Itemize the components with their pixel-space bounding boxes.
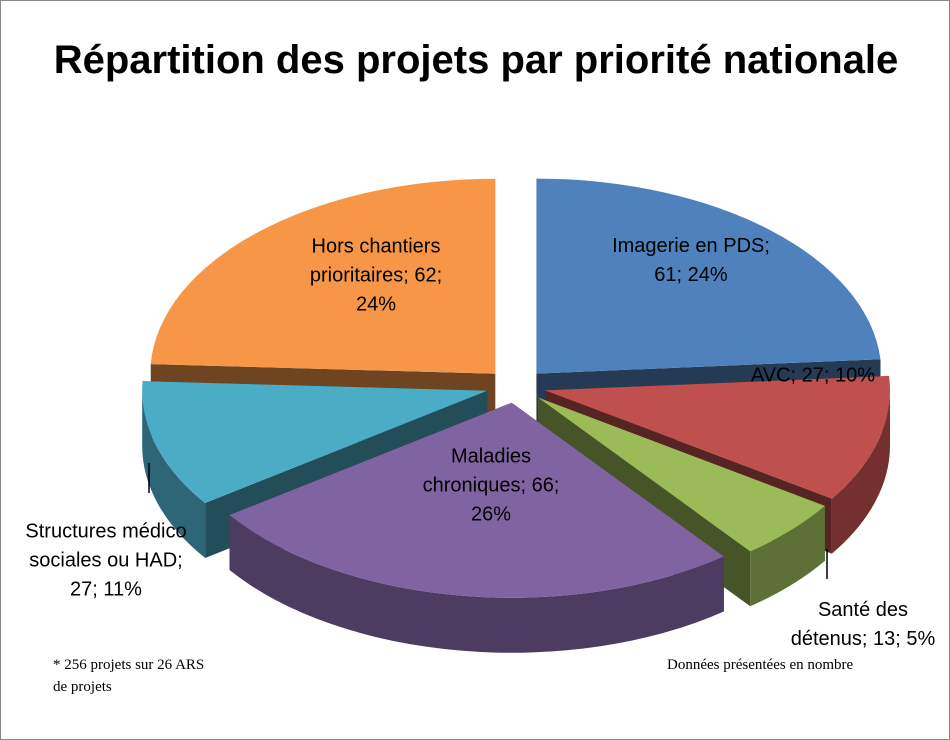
slice (229, 402, 724, 653)
footnote: Données présentées en nombre (667, 657, 854, 673)
data-label: AVC; 27; 10% (750, 364, 876, 387)
slice-top (142, 381, 488, 504)
footnote: de projets (53, 679, 112, 695)
data-label: Hors chantiers prioritaires; 62; 24% (309, 235, 443, 316)
data-label: Santé des détenus; 13; 5% (790, 599, 936, 650)
data-label: Maladies chroniques; 66; 26% (422, 445, 560, 526)
slice-top (545, 375, 891, 499)
slice-wall (229, 515, 724, 653)
slice-wall (831, 390, 891, 554)
data-label: Structures médico sociales ou HAD; 27; 1… (25, 520, 187, 601)
slice-top (150, 178, 496, 374)
footnote: * 256 projets sur 26 ARS (53, 657, 205, 673)
data-label: Imagerie en PDS; 61; 24% (612, 235, 770, 286)
slice-top (229, 402, 724, 598)
slice-wall (142, 390, 206, 559)
slice-wall (750, 505, 825, 607)
slice-top (537, 397, 825, 552)
chart-title: Répartition des projets par priorité nat… (53, 38, 899, 82)
slice-top (536, 178, 881, 374)
